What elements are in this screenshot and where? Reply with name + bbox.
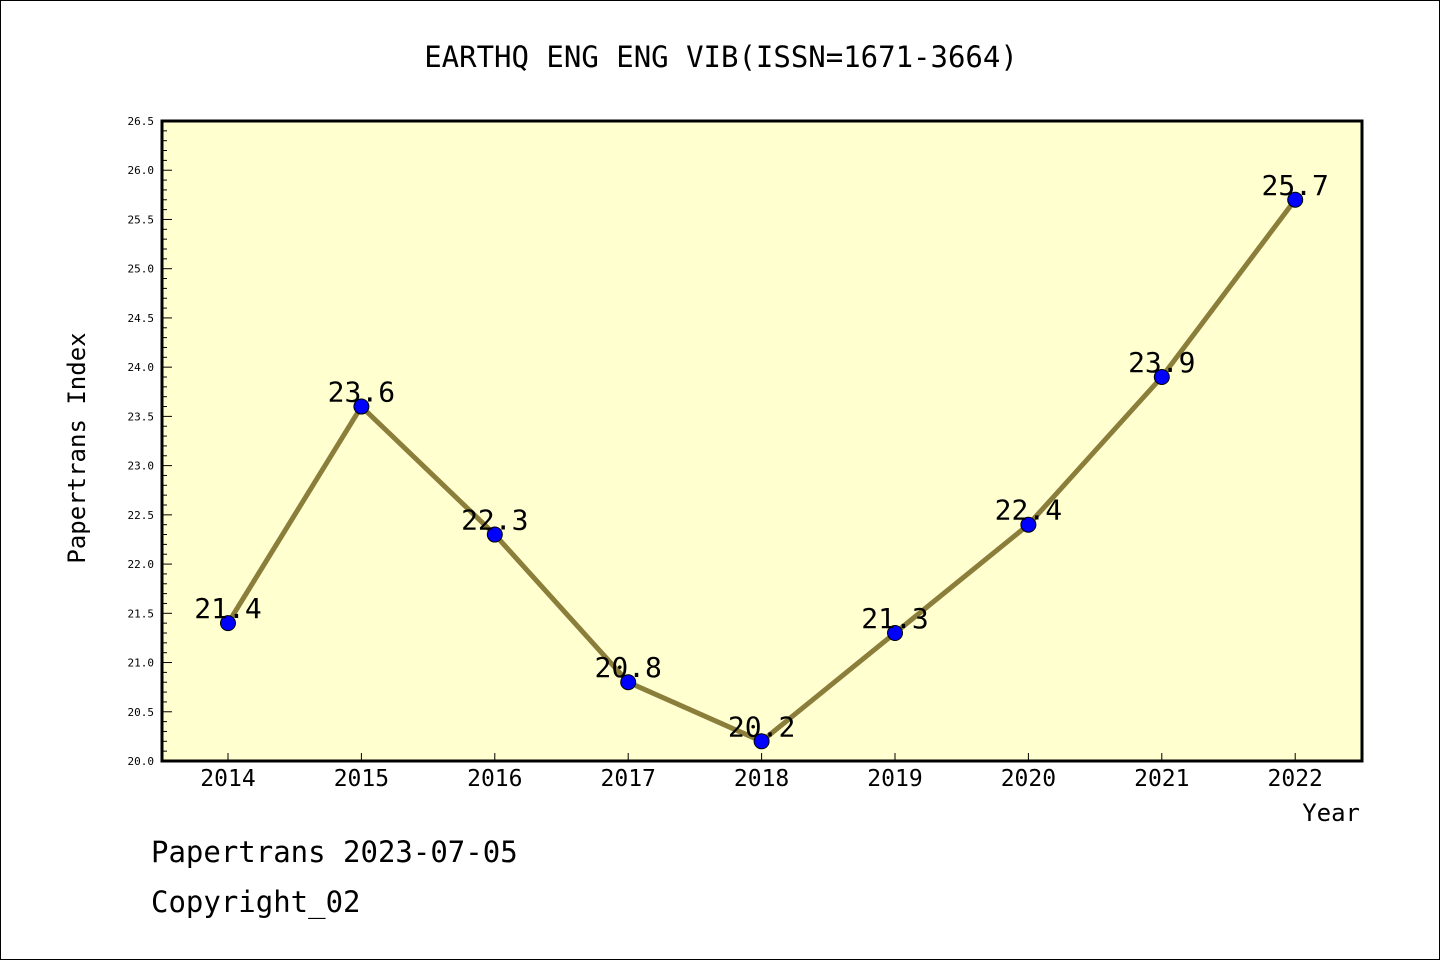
- data-label: 20.2: [728, 710, 795, 743]
- data-label: 25.7: [1261, 169, 1328, 202]
- y-tick-label: 24.0: [128, 361, 155, 374]
- data-labels: 21.4 23.6 22.3 20.8 20.2 21.3 22.4 23.9 25.7: [194, 169, 1329, 744]
- chart-title: EARTHQ ENG ENG VIB(ISSN=1671-3664): [424, 40, 1018, 74]
- data-point-marker: [887, 625, 903, 641]
- y-axis-label: Papertrans Index: [63, 332, 91, 563]
- data-point-marker: [1287, 191, 1304, 208]
- x-tick-label: 2014: [200, 766, 255, 792]
- data-label: 20.8: [594, 651, 661, 684]
- x-tick-label: 2017: [601, 766, 656, 792]
- data-point-marker: [620, 674, 637, 691]
- y-tick-label: 20.5: [128, 706, 155, 719]
- data-label: 21.4: [194, 592, 261, 625]
- data-point-marker: [353, 398, 370, 415]
- y-tick-label: 26.5: [128, 115, 155, 128]
- data-point-marker: [486, 526, 503, 543]
- data-label: 21.3: [861, 602, 928, 635]
- data-point-marker: [220, 615, 236, 632]
- y-tick-label: 25.5: [128, 213, 155, 226]
- data-point-marker: [753, 733, 770, 750]
- plot-border: [160, 119, 1364, 763]
- x-tick-label: 2015: [334, 766, 389, 792]
- plot-area: [162, 121, 1362, 761]
- footer-date: Papertrans 2023-07-05: [151, 835, 518, 869]
- x-axis: 2014 2015 2016 2017 2018 2019 2020 2021 2022: [200, 753, 1323, 792]
- y-axis: 20.0 20.5 21.0 21.5 22.0 22.5 23.0 23.5 24.0 24.5…: [128, 115, 172, 768]
- y-tick-label: 20.0: [128, 755, 155, 768]
- x-tick-label: 2021: [1134, 766, 1189, 792]
- y-tick-label: 26.0: [128, 164, 155, 177]
- y-tick-label: 22.0: [128, 558, 155, 571]
- data-point-marker: [1153, 369, 1170, 385]
- x-tick-label: 2019: [867, 766, 922, 792]
- data-label: 22.4: [995, 494, 1062, 527]
- data-point-marker: [1020, 516, 1037, 533]
- data-points: [220, 191, 1304, 750]
- data-label: 23.9: [1128, 346, 1195, 379]
- x-tick-label: 2018: [734, 766, 789, 792]
- data-label: 22.3: [461, 504, 528, 537]
- x-axis-label: Year: [1302, 799, 1360, 827]
- y-tick-label: 22.5: [128, 509, 155, 522]
- x-tick-label: 2016: [467, 766, 522, 792]
- x-tick-label: 2022: [1268, 766, 1323, 792]
- x-tick-label: 2020: [1001, 766, 1056, 792]
- y-tick-label: 21.0: [128, 657, 155, 670]
- y-tick-label: 25.0: [128, 263, 155, 276]
- footer-copyright: Copyright_02: [151, 885, 361, 919]
- y-tick-label: 21.5: [128, 607, 155, 620]
- y-tick-label: 24.5: [128, 312, 155, 325]
- y-tick-label: 23.0: [128, 460, 155, 473]
- data-label: 23.6: [328, 376, 395, 409]
- y-tick-label: 23.5: [128, 410, 155, 423]
